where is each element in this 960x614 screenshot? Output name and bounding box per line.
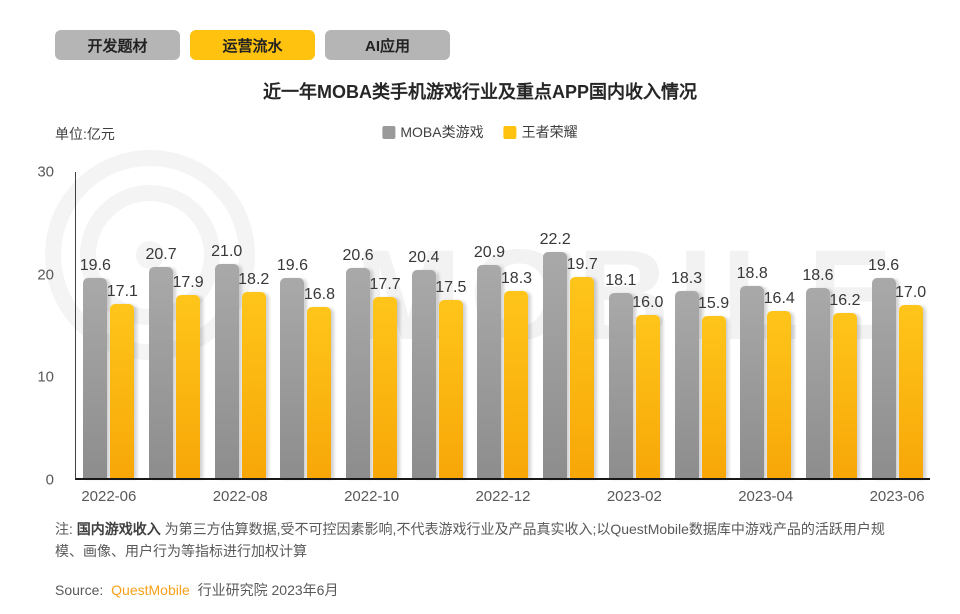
bar-value-label: 22.2: [539, 230, 571, 248]
bar-value-label: 16.4: [763, 289, 795, 307]
y-axis-tick-label: 20: [37, 266, 54, 284]
bar-value-label: 18.8: [736, 265, 768, 283]
moba-bar: 19.6: [868, 257, 899, 478]
bar-value-label: 19.7: [566, 256, 598, 274]
wzry-bar: 16.2: [829, 292, 860, 478]
bar-value-label: 17.0: [895, 283, 927, 301]
bar-group: 18.3 15.9: [671, 172, 729, 478]
moba-bar: 19.6: [80, 257, 111, 478]
wzry-bar: 18.2: [238, 271, 269, 478]
bar-value-label: 17.5: [435, 278, 467, 296]
x-axis-tick-label: 2023-06: [869, 488, 925, 505]
moba-bar: 20.4: [408, 249, 439, 478]
bar-group: 22.2 19.7: [540, 172, 598, 478]
bar-group: 19.6 17.0 2023-06: [868, 172, 926, 505]
bar-group: 21.0 18.2 2022-08: [211, 172, 269, 505]
wzry-bar: 17.7: [370, 276, 401, 478]
x-axis-tick-label: 2023-04: [738, 488, 794, 505]
tab-ai-app[interactable]: AI应用: [325, 30, 450, 60]
moba-bar: 22.2: [540, 231, 571, 478]
wzry-bar: 16.8: [304, 286, 335, 478]
legend-swatch-wzry: [503, 125, 517, 139]
source-line: Source: QuestMobile 行业研究院 2023年6月: [55, 580, 338, 600]
bar-value-label: 18.1: [605, 272, 637, 290]
source-rest: 行业研究院 2023年6月: [197, 582, 339, 598]
bar-value-label: 16.2: [829, 291, 861, 309]
y-axis-labels: 0 10 20 30: [0, 164, 66, 489]
wzry-bar: 16.4: [764, 290, 795, 478]
source-brand: QuestMobile: [111, 582, 190, 598]
moba-bar: 19.6: [277, 257, 308, 478]
bar-value-label: 19.6: [276, 257, 308, 275]
bar-value-label: 21.0: [211, 242, 243, 260]
bar-value-label: 20.4: [408, 248, 440, 266]
moba-bar: 21.0: [211, 243, 242, 478]
legend: MOBA类游戏 王者荣耀: [382, 122, 578, 142]
wzry-bar: 19.7: [567, 256, 598, 478]
bar-group: 20.6 17.7 2022-10: [343, 172, 401, 505]
page-title: 近一年MOBA类手机游戏行业及重点APP国内收入情况: [262, 82, 697, 102]
moba-bar: 18.3: [671, 270, 702, 478]
bar-group: 18.8 16.4 2023-04: [737, 172, 795, 505]
wzry-bar: 17.5: [435, 279, 466, 478]
bar-value-label: 17.9: [172, 274, 204, 292]
moba-bar: 18.1: [605, 272, 636, 478]
bar-value-label: 20.7: [145, 245, 177, 263]
legend-swatch-moba: [382, 125, 396, 139]
legend-item-wzry: 王者荣耀: [503, 122, 578, 142]
tab-dev-theme[interactable]: 开发题材: [55, 30, 180, 60]
x-axis-tick-label: 2022-12: [475, 488, 531, 505]
tab-bar: 开发题材 运营流水 AI应用: [55, 30, 450, 60]
x-axis-tick-label: 2022-10: [344, 488, 400, 505]
bar-value-label: 20.9: [473, 243, 506, 261]
y-axis-tick-label: 30: [37, 163, 54, 181]
wzry-bar: 17.0: [895, 284, 926, 478]
wzry-bar: 17.9: [172, 274, 204, 478]
y-axis-tick-label: 10: [37, 368, 54, 386]
tab-operating-revenue[interactable]: 运营流水: [190, 30, 315, 60]
legend-label-wzry: 王者荣耀: [521, 124, 578, 140]
wzry-bar: 16.0: [632, 294, 663, 478]
bar-value-label: 15.9: [697, 294, 730, 312]
bar-group: 19.6 16.8: [277, 172, 335, 478]
x-axis-tick-label: 2023-02: [606, 488, 662, 505]
bar-value-label: 19.6: [868, 257, 900, 275]
wzry-bar: 18.3: [501, 270, 532, 478]
footnote-prefix: 注:: [55, 521, 73, 537]
moba-bar: 20.7: [145, 246, 177, 478]
bar-group: 20.9 18.3 2022-12: [474, 172, 532, 505]
bar-value-label: 16.0: [632, 293, 664, 311]
y-axis-tick-label: 0: [45, 471, 54, 489]
moba-bar: 18.8: [737, 265, 768, 478]
source-label: Source:: [55, 582, 104, 598]
bar-value-label: 18.3: [670, 270, 703, 288]
legend-item-moba: MOBA类游戏: [382, 122, 484, 142]
bar-value-label: 17.7: [369, 276, 401, 294]
bar-value-label: 18.6: [802, 267, 834, 285]
moba-bar: 20.6: [343, 247, 374, 478]
x-axis-tick-label: 2022-08: [212, 488, 268, 505]
footnote: 注: 国内游戏收入 为第三方估算数据,受不可控因素影响,不代表游戏行业及产品真实…: [55, 518, 910, 562]
footnote-rest: 为第三方估算数据,受不可控因素影响,不代表游戏行业及产品真实收入;以QuestM…: [55, 521, 885, 559]
bar-value-label: 16.8: [303, 285, 335, 303]
bar-group: 18.1 16.0 2023-02: [605, 172, 663, 505]
bar-value-label: 18.3: [500, 270, 533, 288]
legend-label-moba: MOBA类游戏: [400, 124, 484, 140]
wzry-bar: 17.1: [107, 283, 138, 478]
bar-group: 19.6 17.1 2022-06: [80, 172, 138, 505]
moba-bar: 20.9: [474, 244, 505, 478]
bar-value-label: 17.1: [106, 282, 138, 300]
bar-value-label: 19.6: [79, 257, 111, 275]
unit-label: 单位:亿元: [55, 126, 115, 142]
x-axis-tick-label: 2022-06: [81, 488, 137, 505]
wzry-bar: 15.9: [698, 295, 729, 478]
plot-area: 19.6 17.1 2022-06 20.7 17.9 21.0 18.2 2022-08 19…: [75, 172, 930, 505]
bar-value-label: 18.2: [238, 271, 270, 289]
moba-bar: 18.6: [802, 267, 833, 478]
bar-group: 20.7 17.9: [145, 172, 204, 478]
bar-group: 18.6 16.2: [802, 172, 860, 478]
footnote-bold: 国内游戏收入: [76, 521, 161, 537]
bar-group: 20.4 17.5: [408, 172, 466, 478]
bar-value-label: 20.6: [342, 246, 374, 264]
